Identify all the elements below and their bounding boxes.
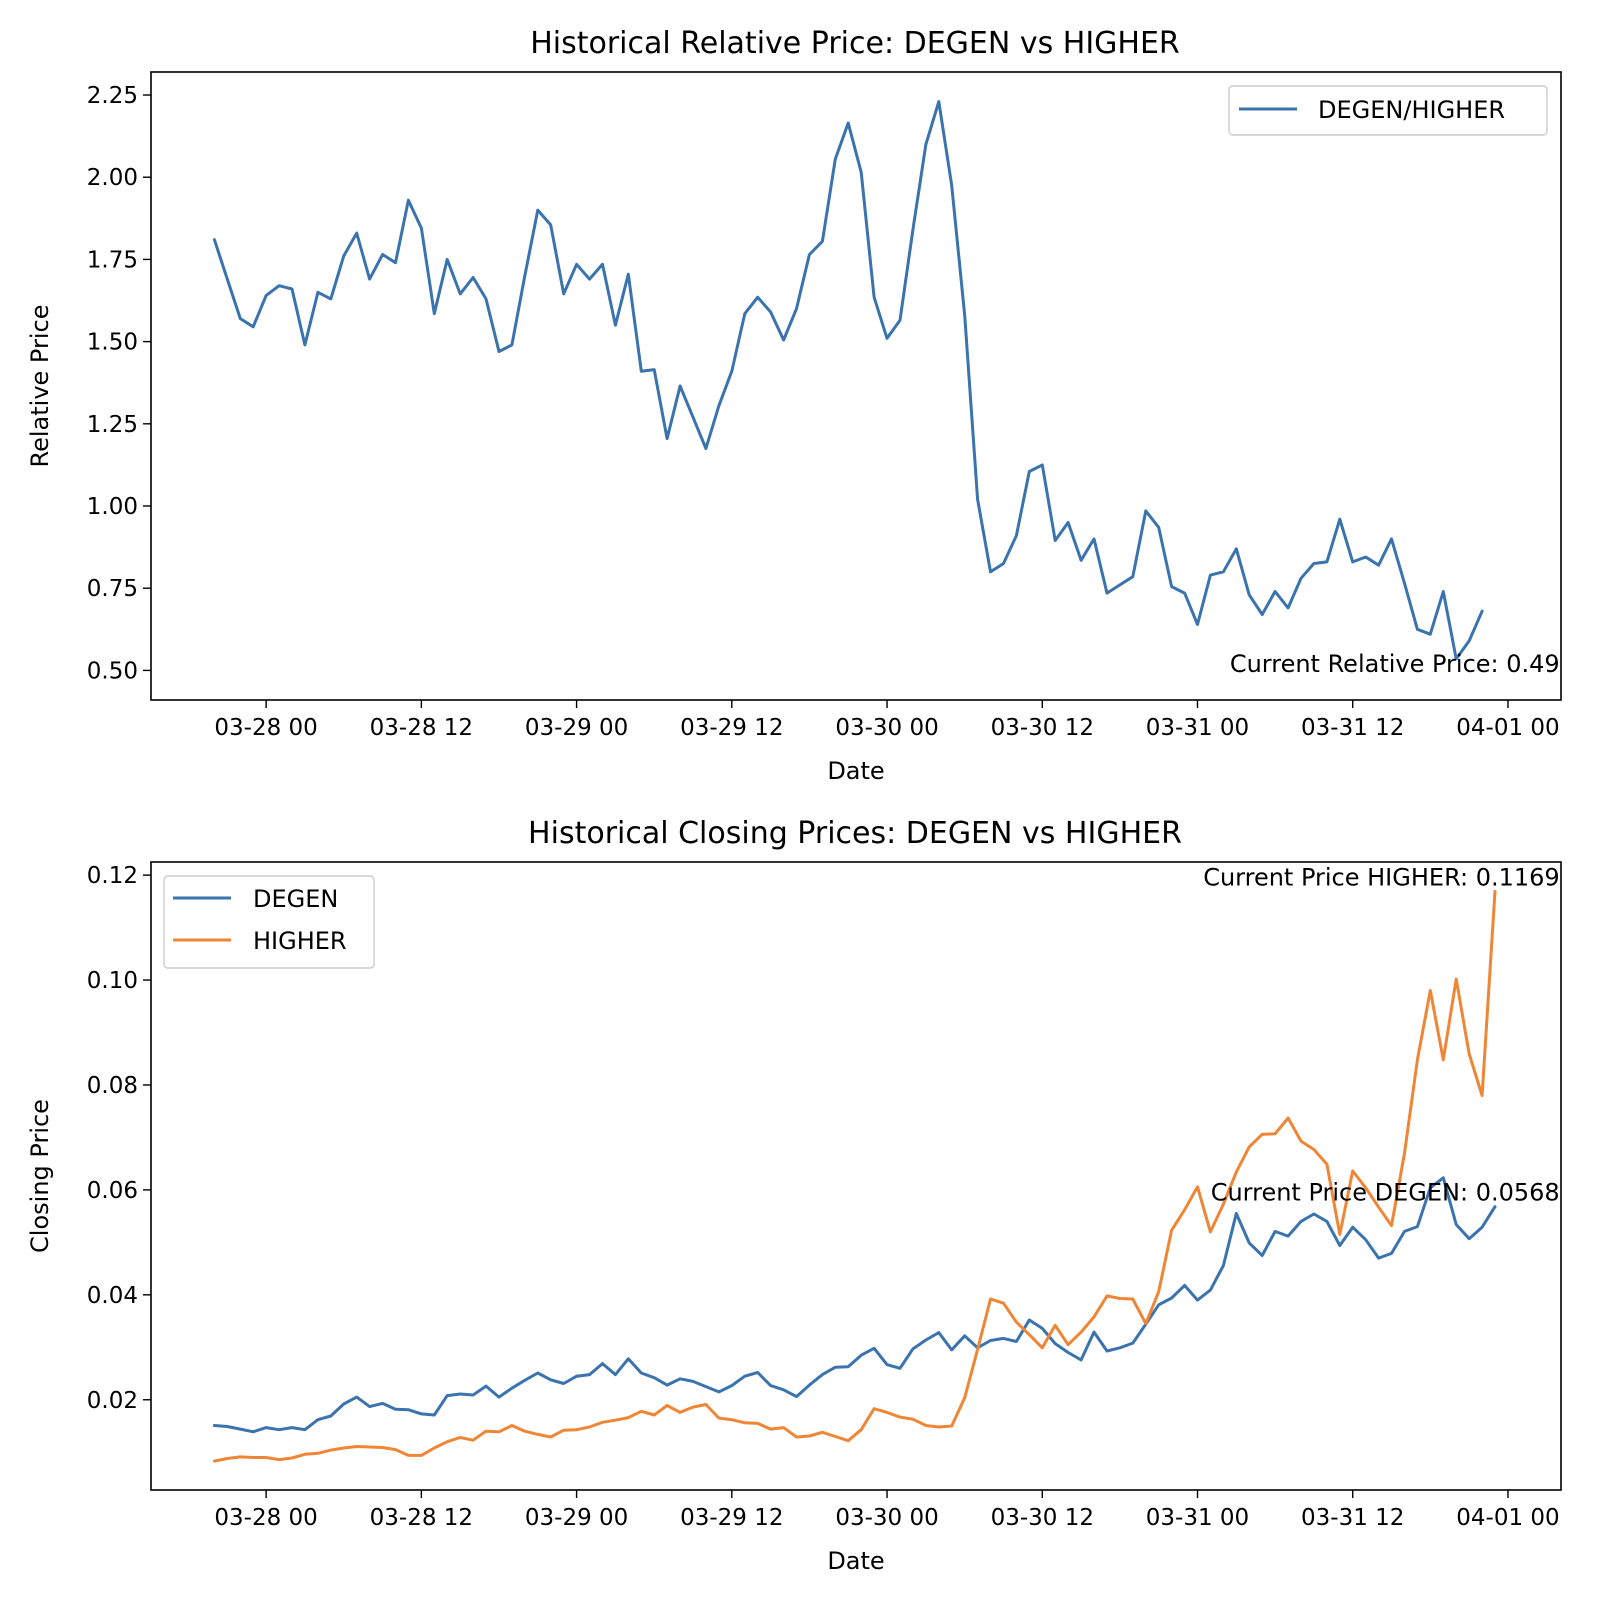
closing-price-x-axis-label: Date: [827, 1547, 884, 1575]
relative-price-axes-frame: [150, 71, 1562, 701]
legend-frame: [1228, 85, 1548, 136]
closing-price-y-tick-label: 0.06: [87, 1178, 138, 1204]
legend-label-degen: DEGEN: [253, 885, 338, 913]
relative-price-y-tick-label: 2.00: [87, 165, 138, 191]
relative-price-x-tick-label: 03-31 12: [1301, 715, 1404, 741]
relative-price-y-tick-label: 2.25: [87, 83, 138, 109]
closing-price-x-tick-label: 03-31 12: [1301, 1505, 1404, 1531]
closing-price-x-tick-label: 03-31 00: [1146, 1505, 1249, 1531]
closing-price-plot-area: 03-28 00 03-28 12 03-29 00 03-29 12 03-30 00…: [87, 863, 1560, 1531]
series-line-degen: [212, 1176, 1497, 1434]
closing-price-x-tick-label: 03-30 12: [991, 1505, 1094, 1531]
relative-price-x-tick-label: 03-31 00: [1146, 715, 1249, 741]
relative-price-y-tick-label: 0.75: [87, 576, 138, 602]
closing-price-current-value-annotation: Current Price HIGHER: 0.1169: [1203, 864, 1560, 892]
relative-price-legend: DEGEN/HIGHER: [1228, 85, 1548, 136]
relative-price-x-tick-label: 03-30 00: [835, 715, 938, 741]
relative-price-current-value-annotation: Current Relative Price: 0.49: [1230, 650, 1560, 678]
closing-price-x-tick-label: 03-28 00: [214, 1505, 317, 1531]
closing-price-legend: DEGEN HIGHER: [163, 875, 375, 969]
relative-price-y-tick-label: 1.00: [87, 494, 138, 520]
relative-price-x-tick-label: 04-01 00: [1456, 715, 1559, 741]
relative-price-x-axis-label: Date: [827, 757, 884, 785]
series-line-degen-higher: [212, 100, 1484, 661]
closing-price-x-tick-label: 03-29 12: [680, 1505, 783, 1531]
closing-price-y-tick-label: 0.02: [87, 1388, 138, 1414]
legend-label-higher: HIGHER: [253, 927, 347, 955]
closing-price-y-tick-label: 0.12: [87, 863, 138, 889]
relative-price-x-tick-label: 03-28 00: [214, 715, 317, 741]
closing-price-y-tick-label: 0.08: [87, 1073, 138, 1099]
relative-price-panel: Historical Relative Price: DEGEN vs HIGH…: [26, 26, 1562, 785]
relative-price-y-axis-label: Relative Price: [26, 305, 54, 468]
relative-price-y-tick-label: 1.25: [87, 412, 138, 438]
closing-price-y-axis-label: Closing Price: [26, 1099, 54, 1253]
closing-price-panel: Historical Closing Prices: DEGEN vs HIGH…: [26, 816, 1562, 1575]
relative-price-chart-title: Historical Relative Price: DEGEN vs HIGH…: [530, 26, 1180, 61]
closing-price-y-tick-label: 0.04: [87, 1283, 138, 1309]
relative-price-x-tick-label: 03-30 12: [991, 715, 1094, 741]
closing-price-x-tick-label: 03-29 00: [525, 1505, 628, 1531]
relative-price-plot-area: 03-28 00 03-28 12 03-29 00 03-29 12 03-30 00…: [87, 83, 1560, 741]
relative-price-y-tick-label: 1.75: [87, 247, 138, 273]
closing-price-current-value-annotation: Current Price DEGEN: 0.0568: [1211, 1179, 1560, 1207]
closing-price-x-tick-label: 03-30 00: [835, 1505, 938, 1531]
closing-price-chart-title: Historical Closing Prices: DEGEN vs HIGH…: [528, 816, 1182, 851]
relative-price-y-tick-label: 0.50: [87, 658, 138, 684]
closing-price-axes-frame: [150, 861, 1562, 1491]
relative-price-x-tick-label: 03-29 00: [525, 715, 628, 741]
relative-price-x-tick-label: 03-29 12: [680, 715, 783, 741]
closing-price-x-tick-label: 04-01 00: [1456, 1505, 1559, 1531]
legend-label-degen-higher: DEGEN/HIGHER: [1318, 96, 1505, 124]
relative-price-x-tick-label: 03-28 12: [370, 715, 473, 741]
closing-price-y-tick-label: 0.10: [87, 968, 138, 994]
closing-price-x-tick-label: 03-28 12: [370, 1505, 473, 1531]
relative-price-y-tick-label: 1.50: [87, 330, 138, 356]
series-line-higher: [212, 889, 1497, 1463]
